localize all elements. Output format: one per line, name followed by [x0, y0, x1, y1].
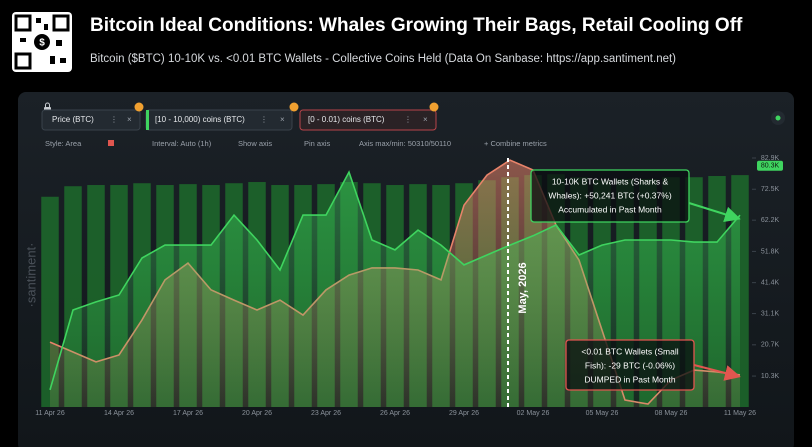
x-tick-label: 08 May 26 [655, 410, 688, 417]
chart-subtitle: Bitcoin ($BTC) 10-10K vs. <0.01 BTC Wall… [90, 53, 676, 65]
chip-label: [10 - 10,000) coins (BTC) [155, 115, 245, 124]
badge [289, 102, 299, 112]
chart-title: Bitcoin Ideal Conditions: Whales Growing… [90, 15, 743, 36]
control-label[interactable]: Axis max/min: 50310/50110 [359, 139, 451, 148]
control-label[interactable]: Pin axis [304, 139, 331, 148]
line [49, 170, 741, 391]
chip-color [146, 110, 149, 130]
x-tick-label: 26 Apr 26 [380, 410, 410, 417]
chip-icons: ⋮ × ⋮ × ⋮ × [110, 115, 428, 124]
svg-text:⋮: ⋮ [404, 115, 412, 124]
annotation-text: DUMPED in Past Month [584, 374, 675, 384]
annotation-text: Whales): +50,241 BTC (+0.37%) [548, 190, 671, 200]
chip-label: [0 - 0.01) coins (BTC) [308, 115, 385, 124]
annotation-text: Fish): -29 BTC (-0.06%) [585, 360, 675, 370]
annotation-text: Accumulated in Past Month [558, 204, 662, 214]
x-tick-label: 02 May 26 [517, 410, 550, 417]
status-dot [775, 115, 781, 121]
plot: 10.3K 20.7K 31.1K 41.4K 51.8K 62.2K 72.5K 82.9K… [35, 155, 783, 417]
y-tick-label: 72.5K [761, 186, 780, 193]
x-tick-label: 11 Apr 26 [35, 410, 65, 417]
svg-text:$: $ [39, 38, 45, 49]
y-tick-label: 41.4K [761, 279, 780, 286]
control-label[interactable]: Interval: Auto (1h) [152, 139, 212, 148]
current-value-tag [757, 160, 783, 171]
badge [134, 102, 144, 112]
annotation-text: 10-10K BTC Wallets (Sharks & [552, 176, 669, 186]
svg-text:×: × [423, 115, 428, 124]
svg-text:×: × [127, 115, 132, 124]
annotation-text: <0.01 BTC Wallets (Small [581, 346, 678, 356]
control-label[interactable]: Style: Area [45, 139, 82, 148]
x-tick-label: 29 Apr 26 [449, 410, 479, 417]
annotation-box [530, 169, 690, 223]
marker-label: May, 2026 [517, 262, 529, 313]
controls: Style: Area Interval: Auto (1h) Show axis P… [45, 139, 547, 148]
x-tick-label: 05 May 26 [586, 410, 619, 417]
y-tick-label: 82.9K [761, 155, 780, 162]
y-tick-label: 20.7K [761, 342, 780, 349]
y-tick-label: 51.8K [761, 248, 780, 255]
x-tick-label: 11 May 26 [724, 410, 756, 417]
metric-chip[interactable] [299, 109, 437, 131]
svg-text:⋮: ⋮ [260, 115, 268, 124]
annotation-arrow [693, 364, 741, 381]
annotation-arrow [688, 202, 741, 223]
color-swatch[interactable] [108, 140, 114, 146]
y-tick-label: 62.2K [761, 217, 780, 224]
chip-label: Price (BTC) [52, 115, 94, 124]
y-tick-label: 31.1K [761, 310, 780, 317]
x-tick-label: 20 Apr 26 [242, 410, 272, 417]
current-value-label: 80.3K [761, 163, 780, 170]
qr-code: $ [12, 12, 72, 72]
badge [429, 102, 439, 112]
svg-text:×: × [280, 115, 285, 124]
y-tick-label: 10.3K [761, 373, 780, 380]
control-label[interactable]: + Combine metrics [484, 139, 547, 148]
control-label[interactable]: Show axis [238, 139, 272, 148]
metric-chip[interactable] [41, 109, 141, 131]
x-tick-label: 23 Apr 26 [311, 410, 341, 417]
x-tick-label: 17 Apr 26 [173, 410, 203, 417]
x-tick-label: 14 Apr 26 [104, 410, 134, 417]
svg-text:⋮: ⋮ [110, 115, 118, 124]
watermark: ·santiment· [23, 242, 38, 307]
